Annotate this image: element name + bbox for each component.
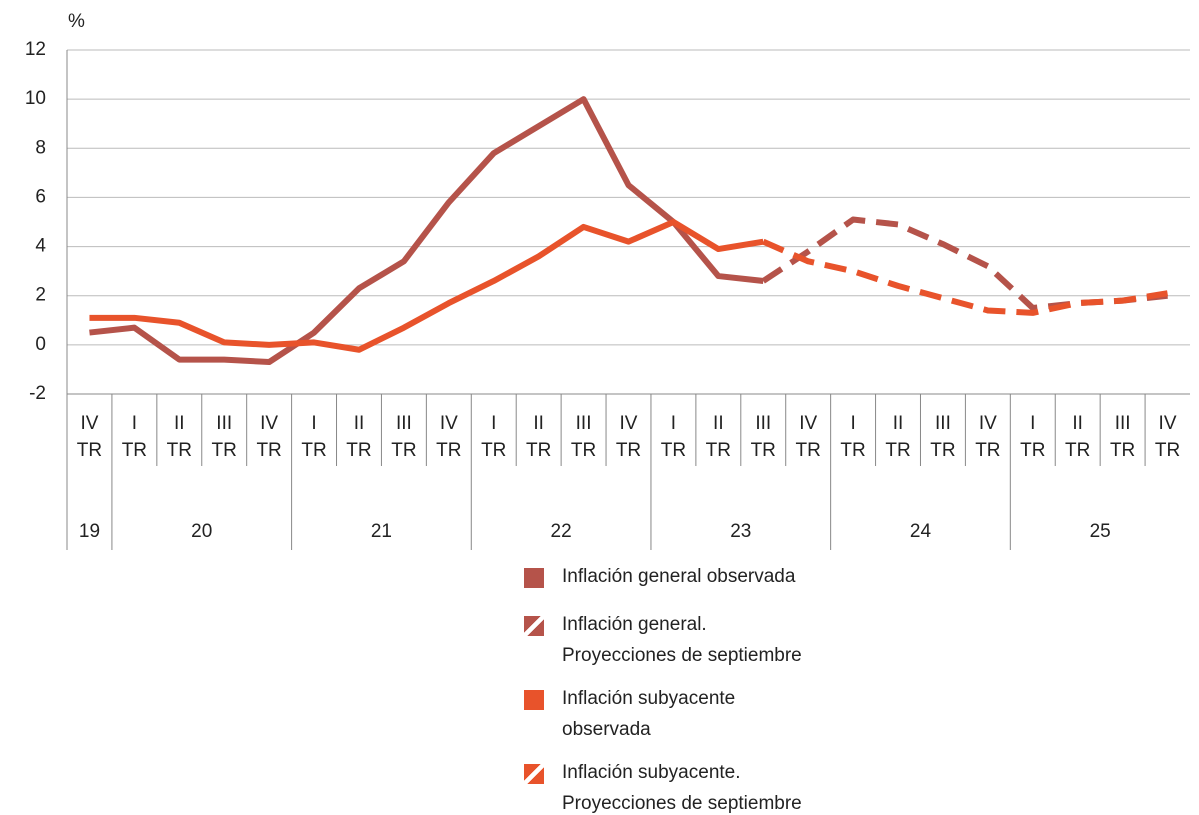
x-tick-label: IV TR [975, 413, 1001, 461]
legend-label: Inflación subyacente observada [562, 688, 736, 740]
x-tick-label: III TR [211, 413, 237, 461]
series-line [762, 238, 1169, 316]
legend-label: Inflación general observada [562, 566, 796, 587]
x-tick-label: III TR [930, 413, 956, 461]
legend-label: Inflación general. Proyecciones de septi… [562, 614, 802, 666]
legend-item: Inflación subyacente observada [524, 688, 735, 745]
legend-label: Inflación subyacente. Proyecciones de se… [562, 762, 802, 814]
x-tick-label: II TR [166, 413, 192, 461]
x-tick-label: IV TR [76, 413, 103, 461]
series-line [89, 219, 764, 353]
x-tick-label: II TR [1065, 413, 1091, 461]
legend-swatch [524, 568, 544, 588]
x-tick-label: II TR [525, 413, 552, 461]
x-tick-label: IV TR [615, 413, 642, 461]
x-tick-label: III TR [1109, 413, 1136, 461]
year-label: 21 [370, 521, 393, 542]
y-tick-label: 0 [35, 334, 46, 355]
year-label: 24 [909, 521, 932, 542]
x-tick-label: II TR [346, 413, 372, 461]
x-tick-label: I TR [121, 413, 148, 461]
x-tick-label: IV TR [795, 413, 821, 461]
y-tick-label: 6 [35, 186, 46, 207]
x-tick-label: II TR [705, 413, 731, 461]
y-axis-label: % [68, 11, 85, 32]
x-tick-label: III TR [570, 413, 597, 461]
y-tick-label: -2 [29, 383, 46, 404]
year-label: 22 [550, 521, 572, 542]
y-tick-label: 8 [35, 137, 46, 158]
legend-swatch [524, 616, 544, 636]
x-tick-label: III TR [750, 413, 776, 461]
series-line [89, 96, 764, 366]
x-tick-label: I TR [1020, 413, 1046, 461]
x-tick-label: I TR [481, 413, 507, 461]
x-tick-label: II TR [885, 413, 911, 461]
y-tick-label: 10 [25, 88, 46, 109]
x-tick-label: IV TR [256, 413, 282, 461]
year-label: 25 [1089, 521, 1111, 542]
year-label: 23 [730, 521, 752, 542]
x-tick-label: III TR [391, 413, 417, 461]
legend-item: Inflación general observada [524, 566, 795, 592]
x-tick-label: I TR [840, 413, 866, 461]
x-tick-label: IV TR [1154, 413, 1181, 461]
y-tick-label: 12 [25, 39, 46, 60]
legend-swatch [524, 764, 544, 784]
legend-item: Inflación subyacente. Proyecciones de se… [524, 762, 802, 815]
legend-swatch [524, 690, 544, 710]
year-label: 19 [78, 521, 101, 542]
y-tick-label: 4 [35, 236, 46, 257]
year-label: 20 [191, 521, 213, 542]
legend-item: Inflación general. Proyecciones de septi… [524, 614, 802, 671]
x-tick-label: I TR [660, 413, 687, 461]
x-tick-label: IV TR [436, 413, 462, 461]
y-tick-label: 2 [35, 285, 46, 306]
x-tick-label: I TR [301, 413, 327, 461]
series-line [761, 216, 1168, 311]
